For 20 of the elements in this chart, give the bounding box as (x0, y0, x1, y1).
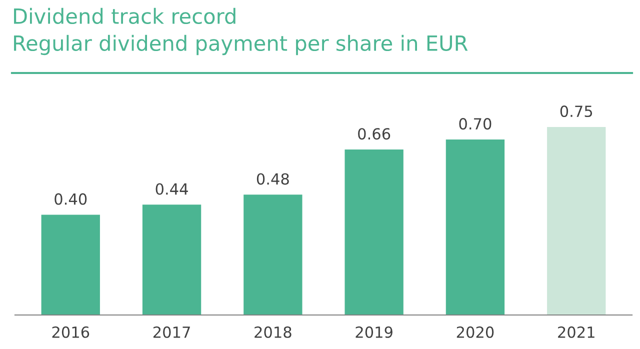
bar (41, 214, 100, 315)
x-tick-label: 2019 (356, 326, 392, 338)
data-label: 0.48 (256, 173, 289, 185)
chart-subtitle: Regular dividend payment per share in EUR (14, 34, 468, 56)
x-tick-label: 2017 (153, 326, 190, 338)
bar (547, 126, 606, 315)
data-label: 0.75 (560, 106, 592, 118)
bar (446, 140, 505, 315)
chart-title: Dividend track record (14, 8, 236, 24)
x-tick-label: 2018 (254, 326, 292, 338)
bar (344, 150, 404, 315)
data-label: 0.66 (358, 128, 390, 140)
x-tick-label: 2016 (52, 326, 90, 338)
x-tick-label: 2020 (456, 326, 494, 338)
data-label: 0.70 (459, 118, 492, 130)
x-tick-label: 2021 (558, 326, 594, 338)
data-label: 0.40 (54, 193, 87, 205)
bar (142, 204, 202, 315)
data-label: 0.44 (156, 183, 188, 195)
bar (244, 194, 302, 315)
